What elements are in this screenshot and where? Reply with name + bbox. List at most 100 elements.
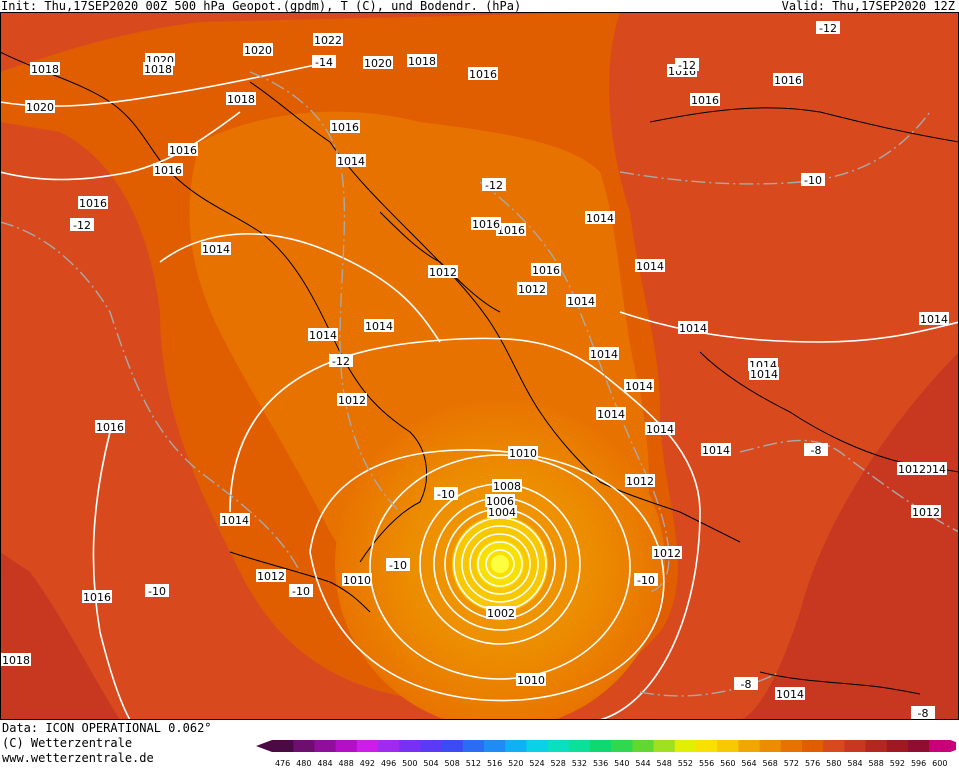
pressure-label: 1014 — [635, 259, 665, 273]
scale-tick-label: 508 — [445, 759, 460, 768]
scale-tick-label: 540 — [614, 759, 629, 768]
pressure-label: 1004 — [487, 505, 517, 519]
svg-text:1018: 1018 — [144, 63, 172, 76]
svg-text:1012: 1012 — [518, 283, 546, 296]
pressure-label: 1014 — [201, 242, 231, 256]
scale-swatch — [505, 740, 527, 752]
scale-tick-label: 596 — [911, 759, 926, 768]
svg-text:-8: -8 — [918, 707, 929, 720]
pressure-label: 1020 — [25, 100, 55, 114]
temperature-isolines — [0, 71, 959, 697]
scale-tick-label: 520 — [508, 759, 523, 768]
pressure-label: 1012 — [897, 462, 927, 476]
svg-text:1014: 1014 — [646, 423, 674, 436]
scale-tick-label: 488 — [339, 759, 354, 768]
pressure-label: 1014 — [678, 321, 708, 335]
svg-text:-8: -8 — [741, 678, 752, 691]
pressure-label: 1016 — [471, 217, 501, 231]
svg-text:1012: 1012 — [257, 570, 285, 583]
pressure-label: 1006 — [485, 494, 515, 508]
svg-text:-14: -14 — [315, 56, 333, 69]
svg-text:1004: 1004 — [488, 506, 516, 519]
svg-text:1006: 1006 — [486, 495, 514, 508]
pressure-label: 1014 — [566, 294, 596, 308]
svg-text:-12: -12 — [73, 219, 91, 232]
svg-text:1020: 1020 — [26, 101, 54, 114]
svg-text:1010: 1010 — [517, 674, 545, 687]
valid-time: Valid: Thu,17SEP2020 12Z — [781, 0, 955, 13]
pressure-label: 1014 — [585, 211, 615, 225]
svg-text:1014: 1014 — [625, 380, 653, 393]
temperature-label: -10 — [434, 487, 458, 501]
svg-text:-12: -12 — [678, 59, 696, 72]
scale-swatch — [865, 740, 888, 752]
pressure-label: 1012 — [625, 474, 655, 488]
scale-right-arrow — [950, 740, 956, 752]
scale-tick-label: 580 — [826, 759, 841, 768]
temperature-label: -8 — [911, 706, 935, 720]
svg-text:1014: 1014 — [636, 260, 664, 273]
pressure-label: 1014 — [775, 687, 805, 701]
scale-swatch — [399, 740, 421, 752]
pressure-label: 1014 — [919, 312, 949, 326]
svg-text:-12: -12 — [485, 179, 503, 192]
svg-text:1018: 1018 — [227, 93, 255, 106]
scale-swatch — [611, 740, 633, 752]
scale-tick-label: 512 — [466, 759, 481, 768]
svg-text:1016: 1016 — [469, 68, 497, 81]
pressure-label: 1018 — [30, 62, 60, 76]
svg-text:1008: 1008 — [493, 480, 521, 493]
svg-text:1014: 1014 — [337, 155, 365, 168]
svg-text:1018: 1018 — [31, 63, 59, 76]
svg-text:-8: -8 — [811, 444, 822, 457]
pressure-label: 1016 — [95, 420, 125, 434]
svg-text:-10: -10 — [389, 559, 407, 572]
svg-text:-12: -12 — [332, 355, 350, 368]
temperature-label: -10 — [386, 558, 410, 572]
scale-left-arrow — [256, 740, 272, 752]
scale-swatch — [441, 740, 464, 752]
svg-text:1012: 1012 — [898, 463, 926, 476]
scale-tick-label: 504 — [423, 759, 438, 768]
temperature-label: -12 — [482, 178, 506, 192]
scale-swatch — [632, 740, 655, 752]
pressure-label: 1012 — [517, 282, 547, 296]
temperature-label: -12 — [329, 354, 353, 368]
pressure-label: 1018 — [407, 54, 437, 68]
svg-text:1016: 1016 — [79, 197, 107, 210]
pressure-label: 1002 — [486, 606, 516, 620]
scale-tick-label: 548 — [657, 759, 672, 768]
scale-swatch — [314, 740, 337, 752]
svg-text:1016: 1016 — [96, 421, 124, 434]
svg-text:1016: 1016 — [774, 74, 802, 87]
pressure-label: 1016 — [153, 163, 183, 177]
temperature-labels: -12 -14 -12 -12 -10 -12 -12 -10 -8 -10 -10 -10 -10 -8… — [70, 21, 935, 720]
scale-tick-label: 556 — [699, 759, 714, 768]
scale-tick-label: 516 — [487, 759, 502, 768]
scale-swatch — [484, 740, 506, 752]
scale-swatch — [378, 740, 400, 752]
svg-text:1016: 1016 — [331, 121, 359, 134]
svg-text:1014: 1014 — [750, 368, 778, 381]
scale-swatch — [696, 740, 718, 752]
website-link[interactable]: www.wetterzentrale.de — [2, 751, 154, 765]
svg-text:1012: 1012 — [338, 394, 366, 407]
pressure-label: 1010 — [516, 673, 546, 687]
scale-tick-label: 576 — [805, 759, 820, 768]
svg-text:-10: -10 — [804, 174, 822, 187]
scale-tick-label: 560 — [720, 759, 735, 768]
svg-text:1014: 1014 — [309, 329, 337, 342]
scale-swatch — [802, 740, 824, 752]
svg-text:1014: 1014 — [920, 313, 948, 326]
pressure-label: 1008 — [492, 479, 522, 493]
svg-text:1016: 1016 — [532, 264, 560, 277]
scale-swatch — [590, 740, 612, 752]
svg-text:1014: 1014 — [221, 514, 249, 527]
pressure-label: 1016 — [82, 590, 112, 604]
scale-tick-label: 500 — [402, 759, 417, 768]
scale-swatch — [568, 740, 591, 752]
svg-text:1012: 1012 — [912, 506, 940, 519]
temperature-label: -10 — [801, 173, 825, 187]
svg-text:1014: 1014 — [776, 688, 804, 701]
